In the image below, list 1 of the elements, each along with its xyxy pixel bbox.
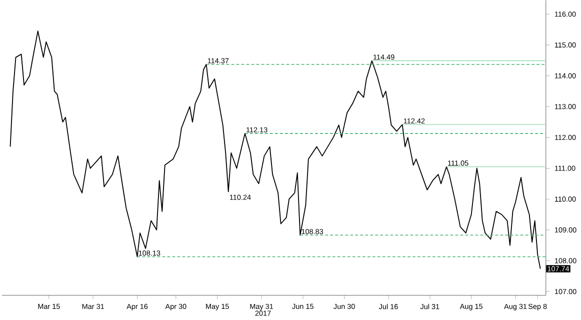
line-series xyxy=(10,30,541,270)
